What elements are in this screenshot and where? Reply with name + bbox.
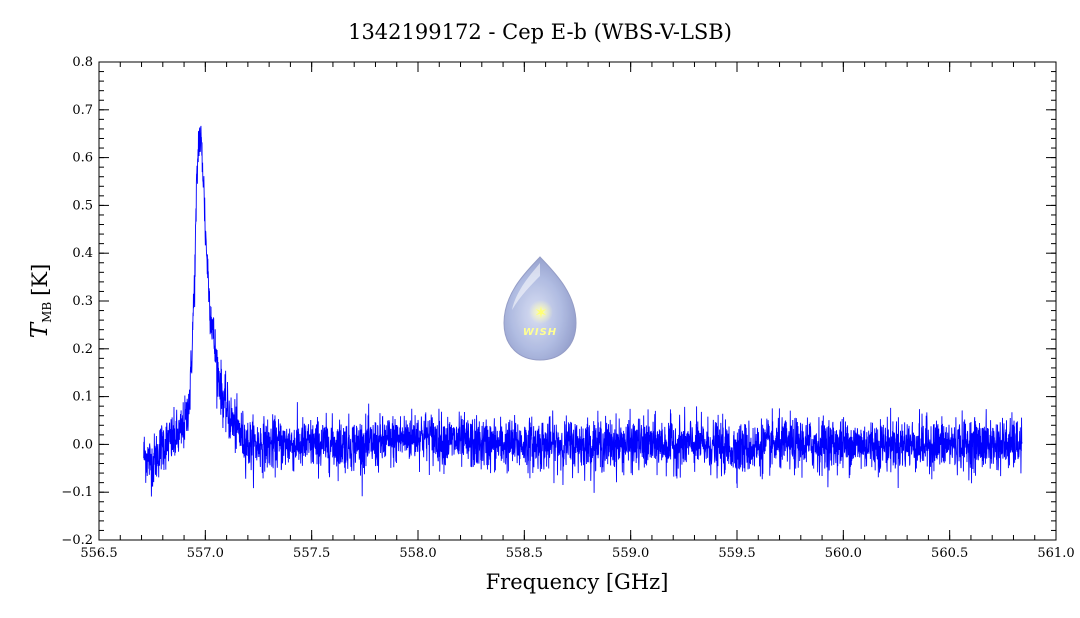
y-tick-label: −0.1 bbox=[61, 485, 93, 500]
y-tick-label: −0.2 bbox=[61, 533, 93, 548]
x-tick-label: 557.5 bbox=[293, 546, 330, 561]
plot-frame bbox=[98, 61, 1057, 541]
x-tick-label: 559.5 bbox=[718, 546, 755, 561]
y-tick-label: 0.8 bbox=[72, 55, 93, 70]
x-axis-label: Frequency [GHz] bbox=[486, 570, 669, 594]
y-axis-label: TMB [K] bbox=[27, 264, 54, 339]
y-tick-label: 0.0 bbox=[72, 437, 93, 452]
x-tick-label: 561.0 bbox=[1037, 546, 1074, 561]
y-axis-label-subscript: MB bbox=[40, 302, 54, 323]
y-tick-label: 0.2 bbox=[72, 342, 93, 357]
y-tick-label: 0.4 bbox=[72, 246, 93, 261]
x-tick-label: 560.5 bbox=[931, 546, 968, 561]
y-axis-label-symbol: T bbox=[27, 321, 53, 338]
wish-logo-text: WISH bbox=[523, 327, 557, 338]
x-tick-label: 559.0 bbox=[612, 546, 649, 561]
x-tick-label: 556.5 bbox=[80, 546, 117, 561]
y-tick-label: 0.5 bbox=[72, 198, 93, 213]
y-tick-label: 0.7 bbox=[72, 103, 93, 118]
chart-title: 1342199172 - Cep E-b (WBS-V-LSB) bbox=[348, 20, 732, 44]
wish-star-icon: ✶ bbox=[534, 303, 547, 322]
spectrum-series-line bbox=[143, 125, 1023, 497]
x-tick-label: 560.0 bbox=[825, 546, 862, 561]
y-axis-label-unit: [K] bbox=[28, 264, 52, 296]
y-tick-label: 0.3 bbox=[72, 294, 93, 309]
wish-logo: ✶ WISH bbox=[503, 256, 577, 361]
y-tick-label: 0.6 bbox=[72, 151, 93, 166]
x-tick-label: 558.0 bbox=[399, 546, 436, 561]
x-tick-label: 558.5 bbox=[506, 546, 543, 561]
y-tick-label: 0.1 bbox=[72, 390, 93, 405]
x-tick-label: 557.0 bbox=[187, 546, 224, 561]
